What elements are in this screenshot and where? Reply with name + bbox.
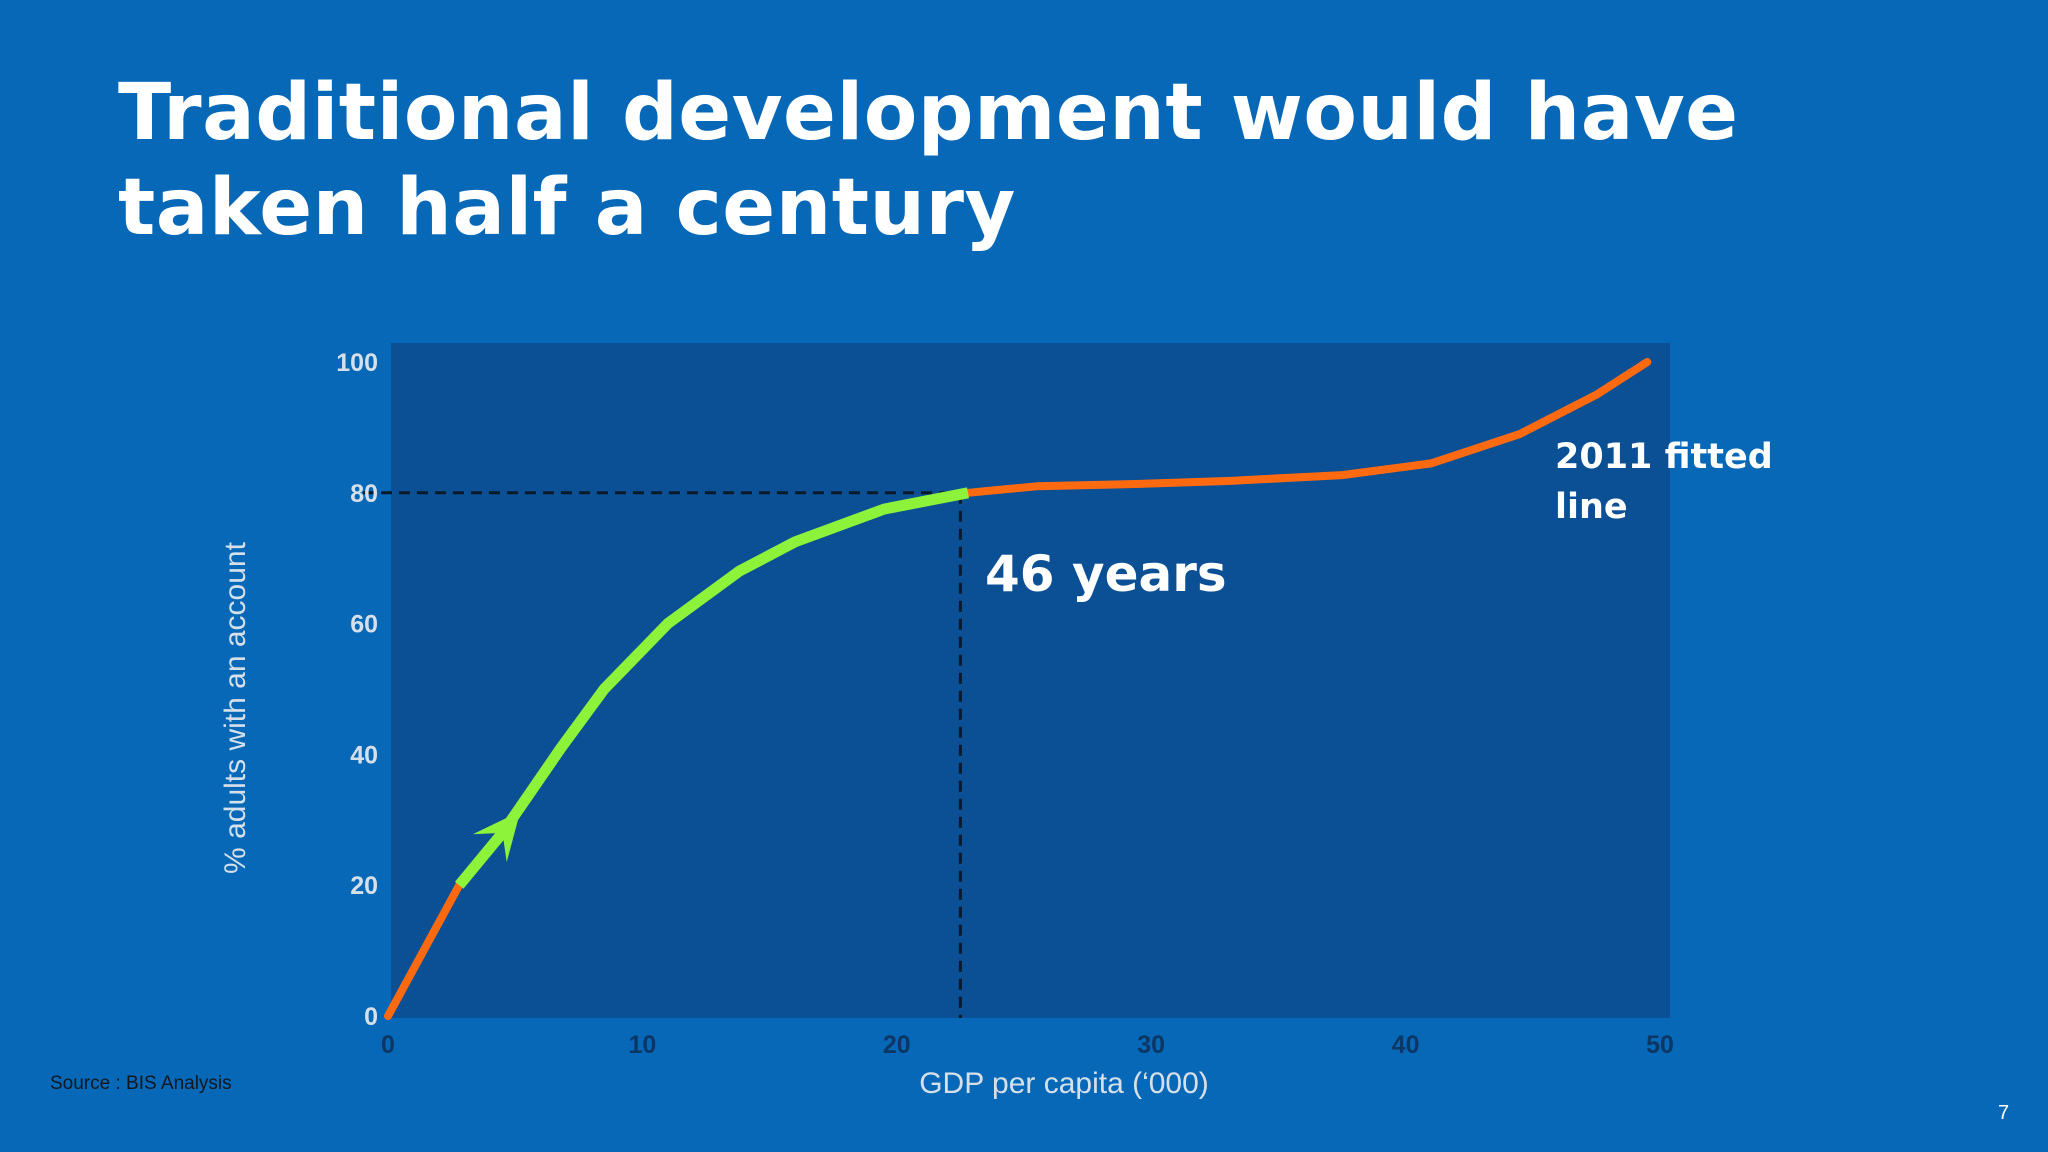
y-tick-label: 60 — [350, 611, 378, 639]
y-tick-label: 80 — [350, 480, 378, 508]
growth-arrowhead — [472, 811, 521, 863]
y-axis-label: % adults with an account — [219, 541, 252, 874]
y-tick-label: 40 — [350, 741, 378, 769]
y-tick-label: 0 — [364, 1003, 378, 1031]
highlight-layer — [454, 487, 970, 889]
x-tick-label: 10 — [628, 1031, 656, 1059]
x-tick-label: 20 — [883, 1031, 911, 1059]
x-tick-label: 0 — [381, 1031, 395, 1059]
page-number: 7 — [1998, 1102, 2010, 1124]
x-tick-label: 40 — [1392, 1031, 1420, 1059]
slide-title-line-1: Traditional development would have — [118, 68, 1739, 158]
years-annotation: 46 years — [985, 545, 1227, 603]
y-tick-label: 100 — [336, 349, 378, 377]
slide-title-line-2: taken half a century — [118, 163, 1016, 253]
reference-lines — [363, 491, 962, 1018]
y-tick-label: 20 — [350, 872, 378, 900]
x-axis-label: GDP per capita (‘000) — [919, 1067, 1209, 1100]
fitted-line-label-line-2: line — [1555, 487, 1628, 527]
fitted-line-label-line-1: 2011 fitted — [1555, 437, 1773, 477]
x-tick-label: 50 — [1646, 1031, 1674, 1059]
y-axis-ticks: 0 20 40 60 80 100 — [336, 349, 378, 1031]
source-note: Source : BIS Analysis — [50, 1073, 232, 1094]
x-axis-ticks: 0 10 20 30 40 50 — [381, 1031, 1674, 1059]
highlighted-growth-segment — [454, 487, 970, 889]
x-tick-label: 30 — [1137, 1031, 1165, 1059]
slide-title: Traditional development would have taken… — [118, 66, 1918, 256]
